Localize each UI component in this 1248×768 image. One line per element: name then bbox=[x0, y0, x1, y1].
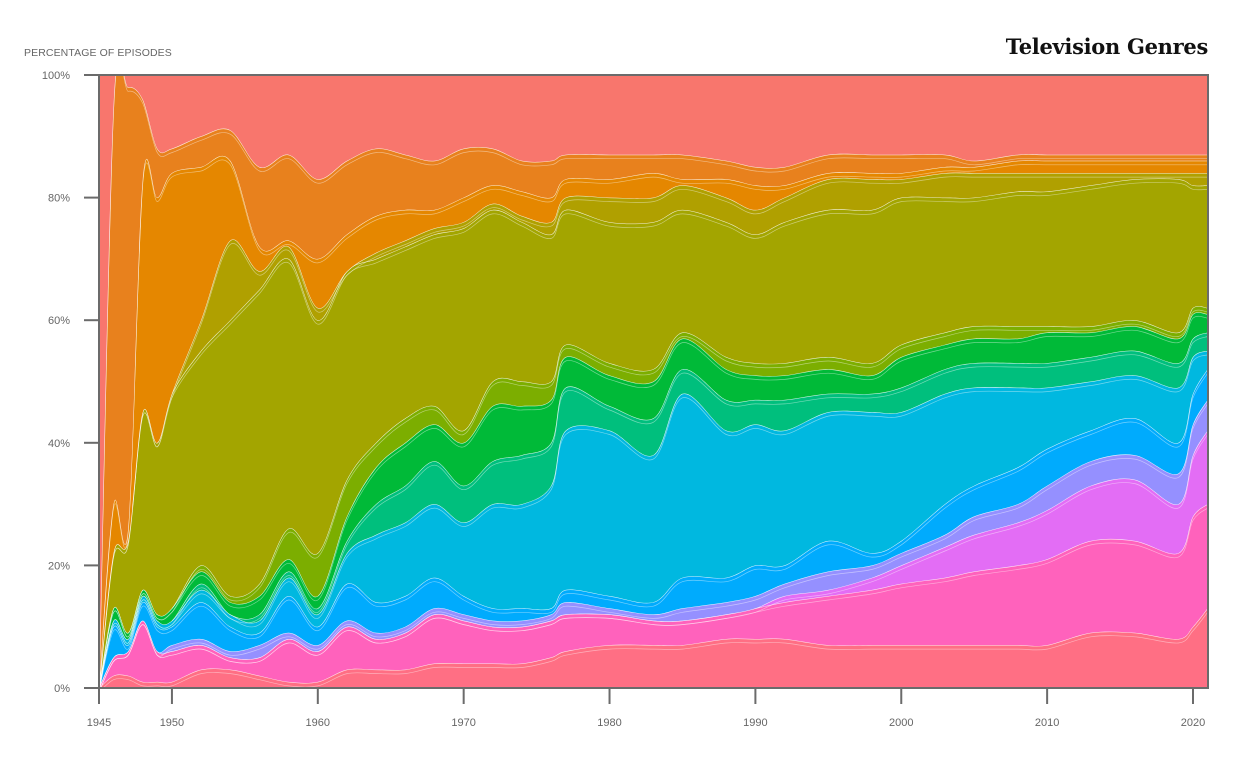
stream-sub-line bbox=[99, 159, 1208, 688]
stream-band-5 bbox=[99, 369, 1208, 688]
stream-sub-line bbox=[100, 434, 1208, 688]
x-tick-label: 1945 bbox=[87, 717, 111, 729]
x-tick-label: 1980 bbox=[597, 717, 621, 729]
stream-sub-line bbox=[99, 182, 1208, 688]
stream-band-8 bbox=[99, 312, 1208, 688]
x-tick-label: 2000 bbox=[889, 717, 913, 729]
stream-sub-line bbox=[99, 309, 1208, 688]
stream-sub-line bbox=[99, 354, 1208, 688]
plot-frame bbox=[98, 74, 1209, 689]
x-tick-label: 1990 bbox=[743, 717, 767, 729]
stream-band-1 bbox=[99, 608, 1208, 688]
stream-sub-line bbox=[100, 403, 1208, 688]
stream-band-14 bbox=[99, 75, 1208, 688]
x-tick-label: 2020 bbox=[1181, 717, 1205, 729]
stream-sub-line bbox=[100, 507, 1208, 688]
stream-band-13 bbox=[99, 75, 1208, 688]
x-tick-label: 1950 bbox=[160, 717, 184, 729]
x-tick-label: 2010 bbox=[1035, 717, 1059, 729]
y-axis-title: PERCENTAGE OF EPISODES bbox=[24, 47, 172, 59]
stream-band-7 bbox=[99, 332, 1208, 688]
y-tick-label: 80% bbox=[48, 193, 70, 205]
stream-sub-line bbox=[99, 176, 1208, 688]
stream-sub-line bbox=[99, 75, 1208, 688]
y-tick-label: 60% bbox=[48, 315, 70, 327]
stream-sub-line bbox=[99, 373, 1208, 688]
stream-band-3 bbox=[99, 430, 1208, 688]
stream-band-12 bbox=[99, 155, 1208, 688]
stream-bands bbox=[99, 75, 1208, 688]
y-tick-label: 20% bbox=[48, 560, 70, 572]
stream-sub-line bbox=[99, 336, 1208, 688]
chart-title: Television Genres bbox=[1005, 34, 1209, 59]
y-tick-label: 40% bbox=[48, 438, 70, 450]
stream-band-2 bbox=[99, 504, 1208, 688]
stream-sub-line bbox=[102, 612, 1208, 688]
stream-sub-line bbox=[99, 315, 1208, 688]
stream-band-6 bbox=[99, 350, 1208, 688]
stream-band-10 bbox=[99, 178, 1208, 688]
axes: 0% 20% 40% 60% 80% 100% 1945 1950 1960 1970 1980 19… bbox=[42, 70, 1209, 729]
y-tick-label: 100% bbox=[42, 70, 70, 82]
y-tick-label: 0% bbox=[54, 683, 70, 695]
x-tick-label: 1970 bbox=[451, 717, 475, 729]
x-tick-label: 1960 bbox=[306, 717, 330, 729]
